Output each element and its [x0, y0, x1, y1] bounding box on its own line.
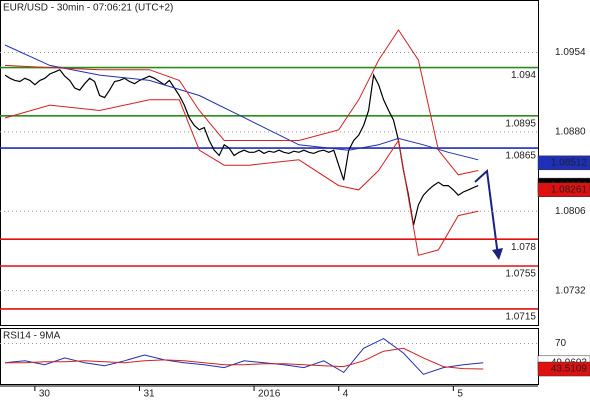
y-tick-label: 1.0732 [555, 285, 586, 296]
y-tick-label: 1.0954 [555, 47, 586, 58]
level-label: 1.094 [511, 70, 536, 81]
x-tick-label: 5 [457, 389, 463, 400]
series-line [4, 44, 479, 161]
level-label: 1.078 [511, 242, 536, 253]
x-tick-label: 2016 [258, 389, 281, 400]
x-tick-label: 4 [343, 389, 349, 400]
series-line [4, 338, 484, 375]
level-label: 1.0715 [505, 312, 536, 323]
price-tag-label: 1.08512 [551, 157, 588, 168]
price-tag [537, 361, 590, 377]
price-tag-label: 1.08261 [551, 184, 588, 195]
level-label: 1.0755 [505, 269, 536, 280]
price-tag [537, 182, 590, 197]
series-line [4, 29, 479, 176]
x-tick-label: 31 [143, 389, 155, 400]
y-tick-label: 70 [555, 338, 567, 349]
level-label: 1.0895 [505, 118, 536, 129]
y-tick-label: 1.0806 [555, 206, 586, 217]
trend-arrow [474, 168, 499, 257]
y-tick-label: 1.0880 [555, 127, 586, 138]
x-tick-label: 30 [39, 389, 51, 400]
level-label: 1.0865 [505, 151, 536, 162]
price-tag [537, 155, 590, 171]
series-line [4, 99, 479, 256]
panel-title: RSI14 - 9MA [3, 331, 61, 342]
series-line [5, 347, 484, 370]
arrow-head [492, 248, 503, 260]
panel-title: EUR/USD - 30min - 07:06:21 (UTC+2) [3, 3, 173, 14]
price-tag-label: 43.5109 [551, 364, 588, 375]
